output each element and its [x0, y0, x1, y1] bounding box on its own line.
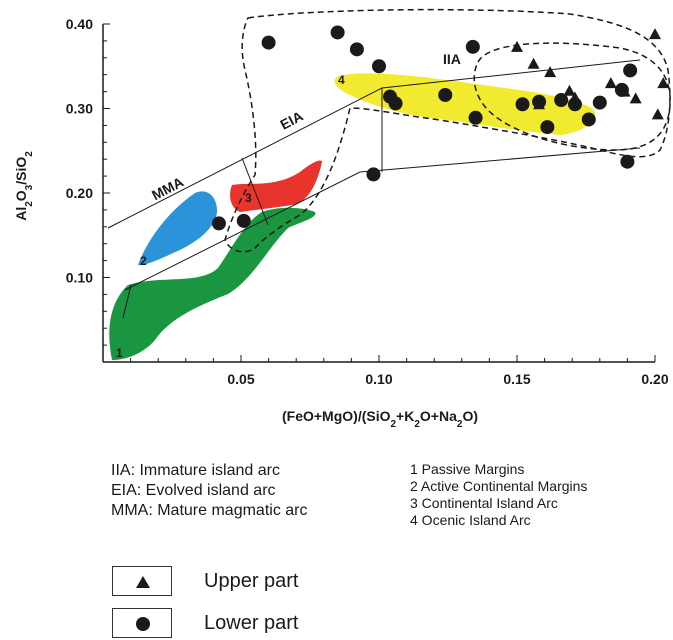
- lower-part-point: [468, 110, 483, 125]
- x-tick-label: 0.15: [503, 371, 530, 387]
- y-tick-label: 0.40: [66, 16, 93, 32]
- left-divider: [122, 284, 132, 319]
- field-label-iia: IIA: [443, 51, 461, 67]
- lower-part-point: [330, 25, 345, 40]
- note-mma: MMA: Mature magmatic arc: [111, 502, 308, 519]
- upper-part-point: [629, 92, 642, 104]
- legend-lower: Lower part: [112, 608, 532, 640]
- region-number-2: 2: [140, 254, 147, 268]
- lower-part-point: [211, 216, 226, 231]
- legend-upper-symbol-box: [112, 566, 172, 596]
- note-region-2: 2 Active Continental Margins: [410, 478, 588, 494]
- lower-part-point: [349, 42, 364, 57]
- upper-part-point: [657, 77, 670, 89]
- lower-part-point: [592, 95, 607, 110]
- note-eia: EIA: Evolved island arc: [111, 482, 276, 499]
- lower-part-point: [540, 120, 555, 135]
- circle-icon: [136, 617, 150, 631]
- lower-part-point: [614, 82, 629, 97]
- note-region-1: 1 Passive Margins: [410, 461, 525, 477]
- iia-envelope: [224, 8, 671, 253]
- y-tick-label: 0.20: [66, 185, 93, 201]
- legend-lower-symbol-box: [112, 608, 172, 638]
- chart-plot: 0.05 0.10 0.15 0.200.100.200.300.40 IIA EIA…: [13, 8, 671, 430]
- lower-part-point: [532, 94, 547, 109]
- region-number-1: 1: [116, 346, 123, 360]
- triangle-icon: [136, 576, 150, 588]
- upper-part-point: [604, 77, 617, 89]
- note-iia: IIA: Immature island arc: [111, 462, 280, 479]
- y-tick-label: 0.30: [66, 101, 93, 117]
- data-points: [211, 25, 670, 231]
- y-tick-label: 0.10: [66, 270, 93, 286]
- legend-upper: Upper part: [112, 566, 532, 598]
- lower-part-point: [581, 112, 596, 127]
- legend-lower-label: Lower part: [204, 612, 299, 634]
- lower-part-point: [554, 93, 569, 108]
- upper-part-point: [649, 28, 661, 40]
- lower-part-point: [366, 167, 381, 182]
- lower-part-point: [236, 213, 251, 228]
- upper-part-point: [563, 84, 576, 96]
- region-number-4: 4: [338, 73, 345, 87]
- note-region-4: 4 Ocenic Island Arc: [410, 512, 531, 528]
- upper-part-point: [511, 40, 523, 52]
- lower-part-point: [515, 97, 530, 112]
- x-tick-label: 0.10: [365, 371, 392, 387]
- lower-part-point: [388, 96, 403, 111]
- y-axis-title: Al2O3/SiO2: [13, 151, 35, 221]
- field-label-mma: MMA: [149, 174, 186, 204]
- mma-lower-boundary: [124, 147, 641, 291]
- lower-part-point: [623, 63, 638, 78]
- x-tick-label: 0.20: [641, 371, 668, 387]
- lower-part-point: [261, 35, 276, 50]
- lower-part-point: [620, 154, 635, 169]
- upper-part-point: [527, 57, 540, 69]
- upper-data-envelope: [473, 42, 671, 151]
- mma-eia-divider: [241, 157, 269, 226]
- x-tick-label: 0.05: [227, 371, 254, 387]
- lower-part-point: [372, 59, 386, 74]
- x-axis-title: (FeO+MgO)/(SiO2+K2O+Na2O): [282, 408, 478, 430]
- upper-part-point: [651, 108, 664, 120]
- legend-upper-label: Upper part: [204, 570, 299, 592]
- axis-ticks: 0.05 0.10 0.15 0.20 0.10 0.20 0.30 0.40: [66, 16, 669, 387]
- region-number-3: 3: [245, 191, 252, 205]
- upper-part-point: [544, 66, 557, 78]
- setting-notes: 1 Passive Margins 2 Active Continental M…: [410, 461, 587, 529]
- active-continental-margins-region: [138, 191, 218, 266]
- note-region-3: 3 Continental Island Arc: [410, 495, 558, 511]
- lower-part-point: [567, 97, 582, 112]
- lower-part-point: [465, 39, 480, 54]
- arc-type-notes: IIA: Immature island arc EIA: Evolved is…: [111, 461, 307, 521]
- passive-margins-region: [109, 207, 316, 360]
- lower-part-point: [438, 87, 453, 102]
- continental-island-arc-region: [230, 160, 322, 212]
- oceanic-island-arc-region: [334, 73, 595, 135]
